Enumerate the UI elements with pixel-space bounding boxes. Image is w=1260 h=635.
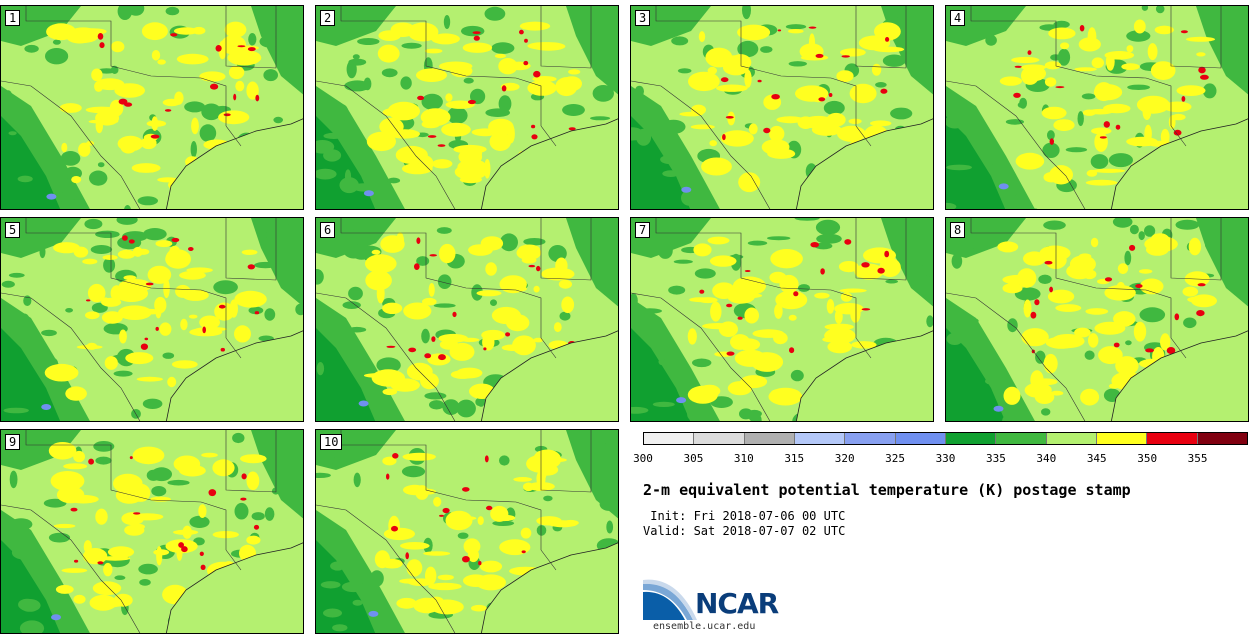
panel-number: 9 xyxy=(5,434,21,450)
colorbar-swatch xyxy=(1046,433,1097,444)
colorbar-swatch xyxy=(1147,433,1198,444)
panel-number: 7 xyxy=(635,222,651,238)
colorbar-swatch xyxy=(1197,433,1247,444)
map-field xyxy=(316,430,618,633)
member-panel: 3 xyxy=(630,5,934,210)
colorbar-swatch xyxy=(794,433,846,444)
init-time: Init: Fri 2018-07-06 00 UTC xyxy=(643,509,846,523)
colorbar-tick-label: 315 xyxy=(784,452,805,465)
colorbar-swatch xyxy=(694,433,745,444)
colorbar-tick-label: 345 xyxy=(1086,452,1107,465)
map-field xyxy=(1,6,303,209)
colorbar-swatch xyxy=(744,433,795,444)
colorbar-tick-label: 300 xyxy=(633,452,653,465)
panel-number: 5 xyxy=(5,222,21,238)
map-field xyxy=(1,430,303,633)
panel-number: 10 xyxy=(320,434,343,450)
map-field xyxy=(631,218,933,421)
map-field xyxy=(631,6,933,209)
colorbar-swatch xyxy=(1096,433,1148,444)
colorbar-tick-label: 350 xyxy=(1137,452,1158,465)
colorbar-swatch xyxy=(945,433,997,444)
logo-text: NCAR xyxy=(695,587,779,620)
member-panel: 4 xyxy=(945,5,1249,210)
member-panel: 2 xyxy=(315,5,619,210)
member-panel: 5 xyxy=(0,217,304,422)
panel-number: 1 xyxy=(5,10,21,26)
map-field xyxy=(316,218,618,421)
colorbar-tick-label: 340 xyxy=(1036,452,1057,465)
map-field xyxy=(1,218,303,421)
member-panel: 9 xyxy=(0,429,304,634)
colorbar-swatch xyxy=(644,433,695,444)
colorbar-tick-label: 355 xyxy=(1187,452,1208,465)
logo-url: ensemble.ucar.edu xyxy=(653,621,756,632)
member-panel: 7 xyxy=(630,217,934,422)
colorbar xyxy=(643,432,1248,445)
member-panel: 10 xyxy=(315,429,619,634)
panel-number: 8 xyxy=(950,222,966,238)
colorbar-tick-label: 330 xyxy=(935,452,956,465)
map-field xyxy=(946,6,1248,209)
panel-number: 3 xyxy=(635,10,651,26)
valid-time: Valid: Sat 2018-07-07 02 UTC xyxy=(643,524,846,538)
colorbar-tick-label: 310 xyxy=(733,452,754,465)
colorbar-tick-label: 320 xyxy=(834,452,855,465)
member-panel: 1 xyxy=(0,5,304,210)
colorbar-tick-label: 325 xyxy=(885,452,906,465)
colorbar-swatch xyxy=(845,433,896,444)
map-field xyxy=(946,218,1248,421)
figure-title: 2-m equivalent potential temperature (K)… xyxy=(643,481,1131,499)
colorbar-swatch xyxy=(996,433,1047,444)
colorbar-tick-label: 305 xyxy=(683,452,704,465)
panel-number: 4 xyxy=(950,10,966,26)
member-panel: 8 xyxy=(945,217,1249,422)
colorbar-swatch xyxy=(895,433,946,444)
map-field xyxy=(316,6,618,209)
ncar-logo-icon xyxy=(643,579,697,620)
panel-number: 2 xyxy=(320,10,336,26)
colorbar-tick-label: 335 xyxy=(985,452,1006,465)
member-panel: 6 xyxy=(315,217,619,422)
panel-number: 6 xyxy=(320,222,336,238)
